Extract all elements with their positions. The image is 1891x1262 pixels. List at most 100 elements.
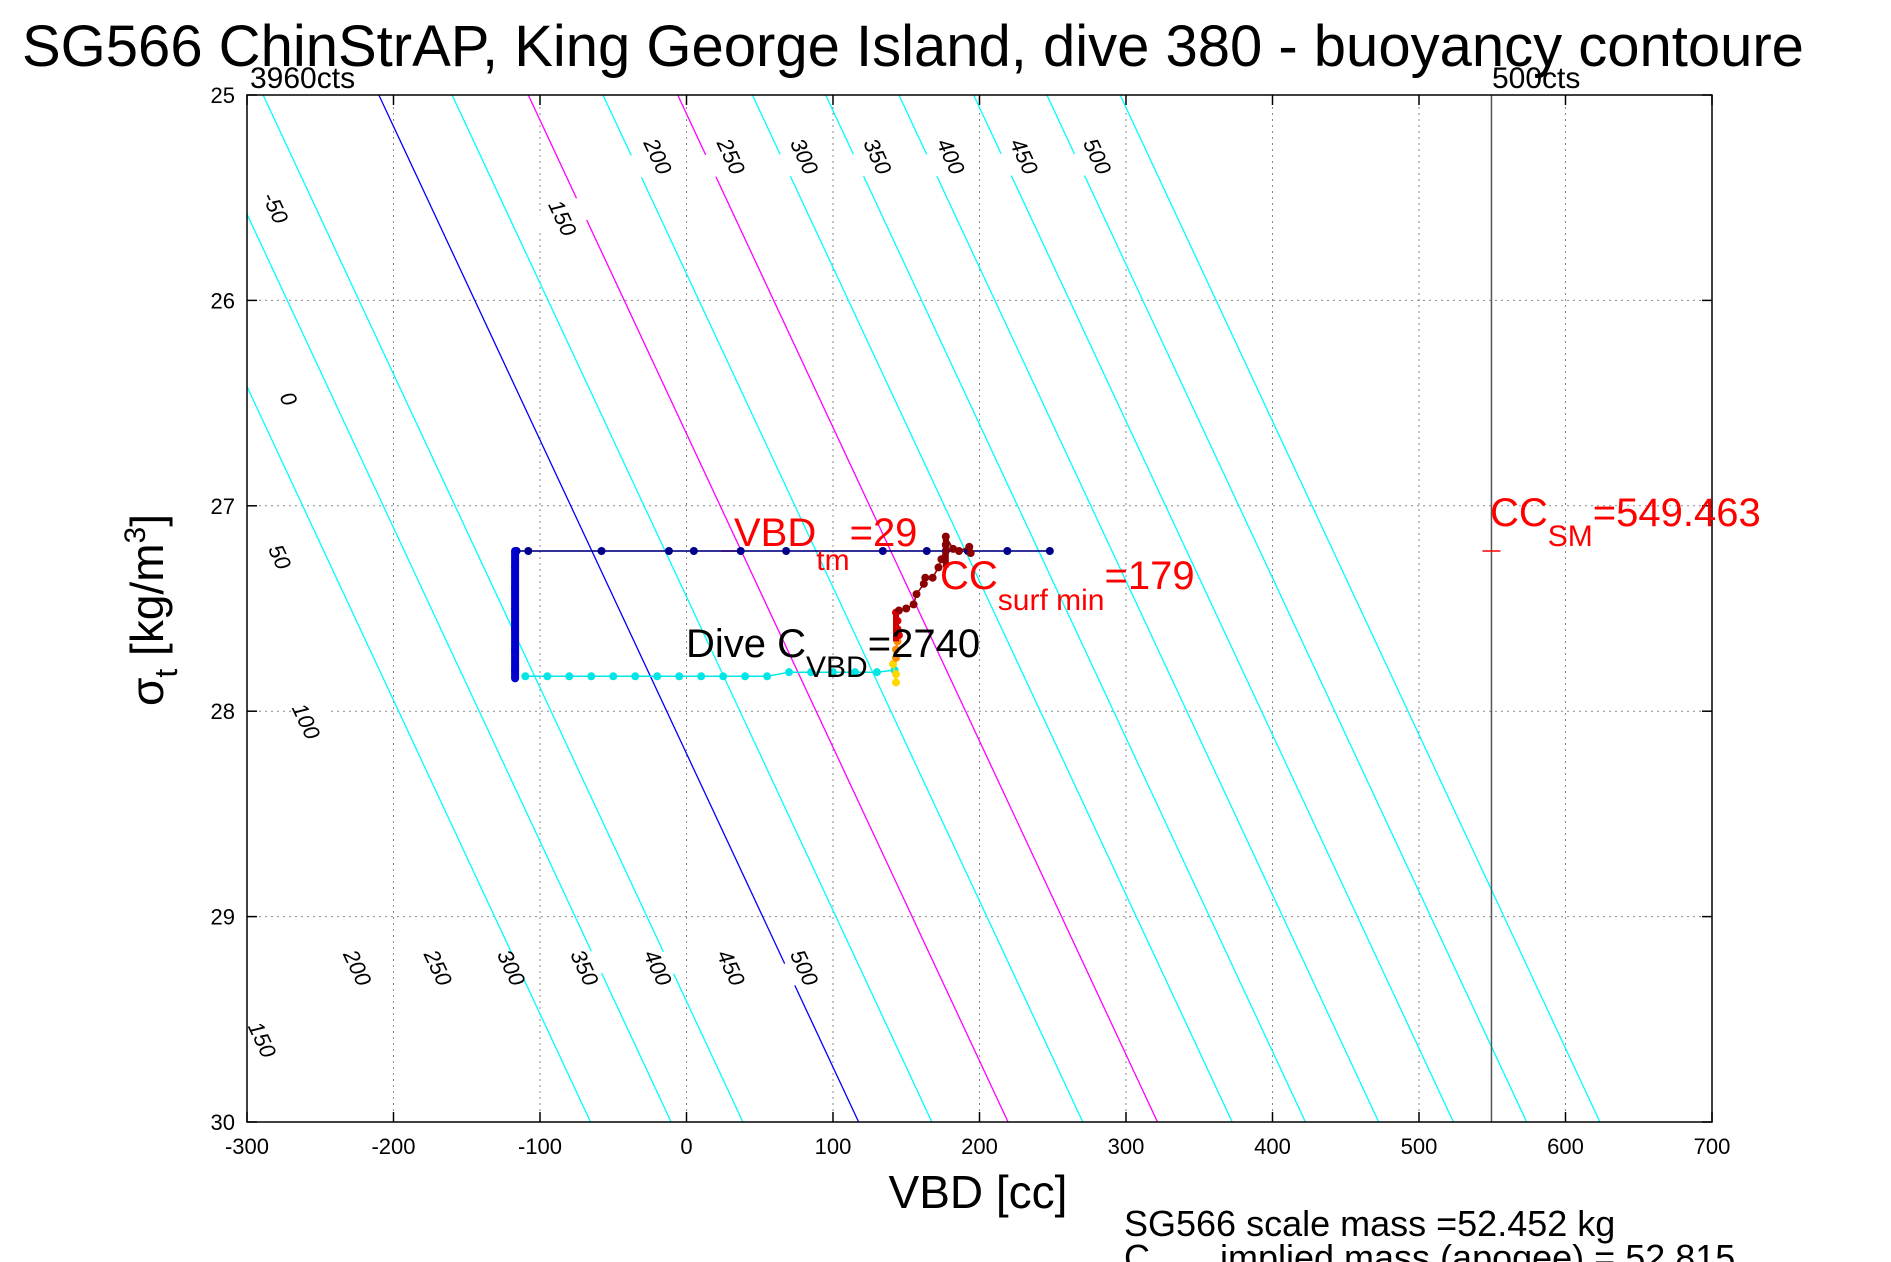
data-point: [878, 546, 887, 555]
data-point: [689, 546, 698, 555]
contour-label-bg: [994, 134, 1053, 179]
x-axis-label: VBD [cc]: [889, 1166, 1068, 1218]
vbd-tm-annotation: VBDtm=29: [734, 511, 917, 577]
data-point: [741, 672, 750, 681]
cc-sm-annotation: CCSM=549.463: [1490, 491, 1761, 553]
data-point: [934, 563, 943, 572]
buoyancy-contour-line: [247, 212, 672, 1122]
dive-c-sub: VBD: [806, 651, 868, 684]
contour-label-bg: [555, 946, 613, 990]
y-label-sup: 3: [119, 527, 152, 544]
data-point: [664, 546, 673, 555]
contour-label-bg: [701, 946, 760, 990]
y-tick-label: 25: [211, 83, 235, 108]
contour-label-bg: [328, 946, 386, 990]
y-tick-label: 30: [211, 1110, 235, 1135]
data-point: [891, 670, 900, 679]
contour-label-bg: [1068, 134, 1126, 179]
buoyancy-contour-line: [247, 385, 592, 1122]
x-tick-label: 300: [1108, 1134, 1145, 1159]
data-point: [675, 672, 684, 681]
data-point: [736, 546, 745, 555]
plot-area: [247, 95, 1712, 1122]
data-point: [543, 672, 552, 681]
dive-c-main: Dive C: [686, 622, 806, 666]
right-cts-label: 500cts: [1492, 62, 1580, 95]
series: [889, 659, 900, 687]
contour-label-bg: [775, 946, 833, 990]
y-label-sub: t: [148, 669, 184, 678]
contour-label-bg: [628, 134, 686, 179]
vbd-tm-main: VBD: [734, 511, 816, 555]
data-point: [902, 604, 911, 613]
x-tick-label: 600: [1547, 1134, 1584, 1159]
buoyancy-contour-line: [973, 95, 1455, 1122]
contour-label-bg: [775, 134, 833, 179]
data-point: [1003, 546, 1012, 555]
grid: [247, 95, 1712, 1122]
contour-label-bg: [921, 134, 979, 179]
data-point: [631, 672, 640, 681]
x-tick-label: -300: [225, 1134, 269, 1159]
buoyancy-contour-line: [825, 95, 1307, 1122]
contour-label-bg: [246, 186, 304, 230]
data-point: [785, 668, 794, 677]
x-tick-label: 700: [1694, 1134, 1731, 1159]
data-point: [719, 672, 728, 681]
contour-label-bg: [533, 196, 591, 241]
series: [521, 666, 899, 681]
buoyancy-contour-line: [677, 95, 1159, 1122]
y-tick-label: 29: [211, 905, 235, 930]
left-cts-label: 3960cts: [250, 62, 355, 95]
data-point: [889, 659, 898, 668]
buoyancy-contour-line: [378, 95, 860, 1122]
data-point: [954, 546, 963, 555]
contour-label-bg: [259, 377, 317, 421]
y-tick-label: 27: [211, 494, 235, 519]
data-point: [922, 546, 931, 555]
x-tick-label: 100: [815, 1134, 852, 1159]
x-tick-label: 0: [680, 1134, 692, 1159]
data-point: [697, 672, 706, 681]
implied-mass-rest: implied mass (apogee) = 52.815: [1210, 1237, 1735, 1262]
scale-mass-text: SG566 scale mass =52.452 kg: [1124, 1203, 1615, 1244]
data-point: [919, 579, 928, 588]
y-tick-label: 28: [211, 699, 235, 724]
implied-mass-text: C implied mass (apogee) = 52.815: [1124, 1237, 1735, 1262]
y-tick-label: 26: [211, 288, 235, 313]
contour-label-bg: [276, 699, 335, 744]
data-point: [609, 672, 618, 681]
chart-title: SG566 ChinStrAP, King George Island, div…: [22, 14, 1804, 79]
data-point: [597, 546, 606, 555]
implied-mass-main: C: [1124, 1237, 1150, 1262]
data-point: [894, 606, 903, 615]
contour-label-bg: [628, 946, 686, 990]
y-axis-label: σt [kg/m3]: [119, 514, 184, 706]
data-point: [653, 672, 662, 681]
cc-surf-min-annotation: CCsurf min=179: [940, 554, 1195, 617]
cc-surf-main: CC: [940, 554, 998, 598]
data-point: [891, 645, 900, 654]
contour-label-bg: [482, 946, 540, 990]
data-point: [909, 600, 918, 609]
buoyancy-contours: [247, 95, 1601, 1122]
data-point: [521, 672, 530, 681]
buoyancy-contour-line: [1119, 95, 1601, 1122]
contour-label-bg: [250, 535, 308, 580]
cc-sm-main: CC: [1490, 491, 1548, 535]
cc-sm-sub: SM: [1548, 520, 1593, 553]
data-point: [1045, 546, 1054, 555]
data-point: [763, 672, 772, 681]
data-point: [912, 590, 921, 599]
y-label-rest: [kg/m: [121, 543, 173, 668]
data-point: [587, 672, 596, 681]
vbd-tm-value: =29: [850, 511, 918, 555]
data-point: [891, 653, 900, 662]
data-point: [921, 573, 930, 582]
cc-surf-value: =179: [1104, 554, 1194, 598]
data-point: [966, 549, 975, 558]
buoyancy-contour-line: [751, 95, 1233, 1122]
dive-c-vbd-annotation: Dive CVBD=2740: [686, 622, 980, 684]
